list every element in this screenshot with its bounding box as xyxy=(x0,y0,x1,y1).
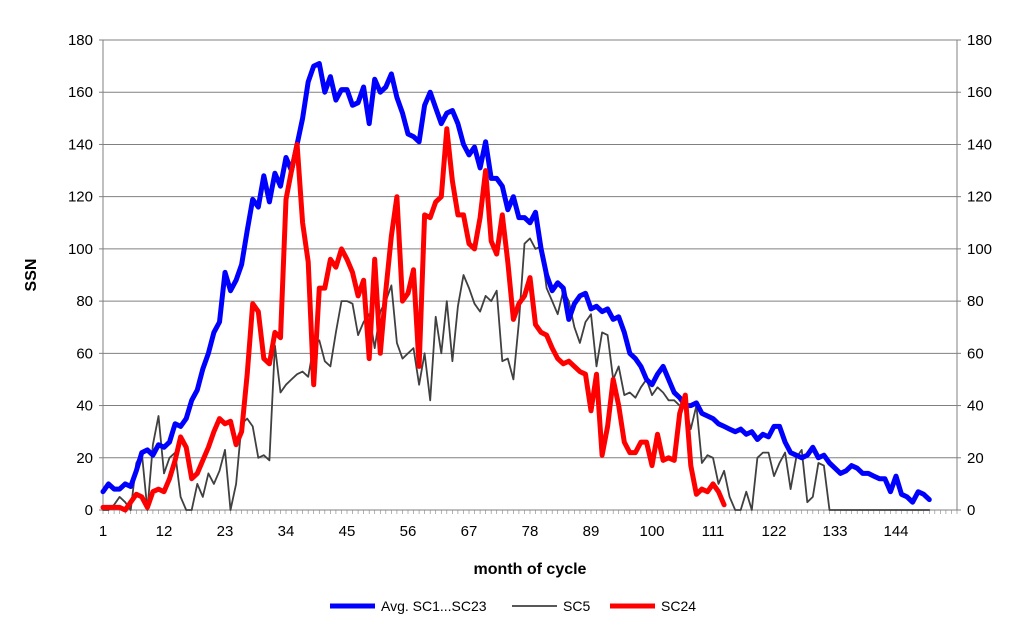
plot-area xyxy=(102,39,958,511)
y-axis-title: SSN xyxy=(23,259,40,292)
x-tick-label: 56 xyxy=(400,523,417,540)
x-tick-label: 67 xyxy=(461,523,478,540)
x-tick-label: 133 xyxy=(822,523,847,540)
x-tick-label: 78 xyxy=(522,523,539,540)
y-tick-label-left: 80 xyxy=(76,293,93,310)
legend-label: SC5 xyxy=(563,598,590,614)
legend: Avg. SC1...SC23 SC5 SC24 xyxy=(330,598,696,614)
series-layer xyxy=(100,61,932,513)
x-axis: 1 12 23 34 45 56 67 78 89 100 111 122 133 144 xyxy=(99,510,958,540)
legend-label: Avg. SC1...SC23 xyxy=(381,598,487,614)
y-tick-label-right: 40 xyxy=(967,398,984,415)
series-line-avg-sc1-sc23 xyxy=(100,61,932,505)
y-tick-label-left: 160 xyxy=(68,84,93,101)
x-tick-label: 111 xyxy=(702,523,725,540)
x-tick-label: 12 xyxy=(156,523,173,540)
x-tick-label: 45 xyxy=(339,523,356,540)
y-tick-label-left: 100 xyxy=(68,241,93,258)
y-tick-label-left: 40 xyxy=(76,398,93,415)
y-tick-label-left: 20 xyxy=(76,450,93,467)
y-tick-label-right: 180 xyxy=(967,32,992,49)
grid-lines xyxy=(103,39,957,459)
y-tick-label-right: 160 xyxy=(967,84,992,101)
y-tick-label-right: 80 xyxy=(967,293,984,310)
y-tick-label-left: 140 xyxy=(68,136,93,153)
y-tick-label-left: 60 xyxy=(76,345,93,362)
x-tick-label: 122 xyxy=(761,523,786,540)
x-tick-label: 34 xyxy=(278,523,295,540)
y-axis-left: 0 20 40 60 80 100 120 140 160 180 xyxy=(68,32,103,519)
legend-label: SC24 xyxy=(661,598,696,614)
y-tick-label-left: 180 xyxy=(68,32,93,49)
y-tick-label-left: 0 xyxy=(85,502,93,519)
y-tick-label-right: 100 xyxy=(967,241,992,258)
y-tick-label-right: 120 xyxy=(967,189,992,206)
y-tick-label-right: 20 xyxy=(967,450,984,467)
y-tick-label-right: 0 xyxy=(967,502,975,519)
x-tick-label: 23 xyxy=(217,523,234,540)
y-tick-label-right: 140 xyxy=(967,136,992,153)
x-tick-label: 144 xyxy=(883,523,908,540)
x-tick-label: 100 xyxy=(639,523,664,540)
x-tick-label: 89 xyxy=(583,523,600,540)
y-tick-label-left: 120 xyxy=(68,189,93,206)
series-line-sc24 xyxy=(100,126,727,513)
y-axis-right: 0 20 40 60 80 100 120 140 160 180 xyxy=(957,32,992,519)
x-tick-label: 1 xyxy=(99,523,107,540)
x-axis-title: month of cycle xyxy=(474,561,587,578)
y-tick-label-right: 60 xyxy=(967,345,984,362)
